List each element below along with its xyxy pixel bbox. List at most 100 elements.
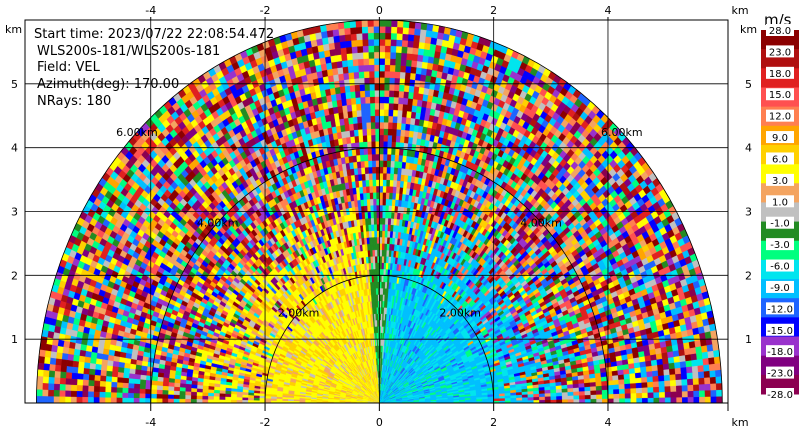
velocity-cell <box>567 398 574 403</box>
velocity-cell <box>419 28 427 37</box>
velocity-cell <box>612 384 620 390</box>
velocity-cell <box>658 374 665 382</box>
velocity-cell <box>566 383 574 389</box>
velocity-cell <box>573 394 580 400</box>
velocity-cell <box>657 369 665 376</box>
velocity-cell <box>713 356 721 364</box>
velocity-cell <box>521 394 529 398</box>
velocity-cell <box>716 396 723 403</box>
velocity-cell <box>701 351 709 359</box>
velocity-cell <box>699 396 706 403</box>
velocity-cell <box>419 74 427 82</box>
velocity-cell <box>423 42 431 51</box>
velocity-cell <box>674 367 682 375</box>
velocity-cell <box>708 356 715 365</box>
velocity-cell <box>533 396 540 401</box>
velocity-cell <box>619 397 626 403</box>
velocity-cell <box>652 375 659 382</box>
velocity-cell <box>607 393 614 399</box>
velocity-cell <box>697 371 705 379</box>
velocity-cell <box>556 399 563 403</box>
velocity-cell <box>607 389 614 395</box>
velocity-cell <box>596 398 603 403</box>
velocity-cell <box>578 386 586 392</box>
velocity-cell <box>675 379 683 386</box>
velocity-cell <box>624 392 632 399</box>
velocity-cell <box>425 29 433 38</box>
velocity-cell <box>697 364 705 373</box>
velocity-cell <box>418 35 426 43</box>
velocity-cell <box>584 386 591 392</box>
velocity-cell <box>693 390 700 398</box>
velocity-cell <box>422 55 429 63</box>
velocity-cell <box>420 67 427 76</box>
velocity-cell <box>612 379 620 385</box>
velocity-cell <box>623 378 631 385</box>
velocity-cell <box>710 383 717 391</box>
velocity-cell <box>623 368 630 375</box>
velocity-cell <box>595 389 603 395</box>
velocity-cell <box>636 397 643 403</box>
velocity-cell <box>668 362 676 370</box>
velocity-cell <box>630 392 637 399</box>
velocity-cell <box>662 357 669 365</box>
velocity-cell <box>687 384 694 392</box>
velocity-cell <box>687 396 694 403</box>
velocity-cell <box>422 48 430 57</box>
velocity-cell <box>629 372 636 379</box>
velocity-cell <box>673 355 681 363</box>
velocity-cell <box>685 359 693 368</box>
velocity-cell <box>667 356 675 364</box>
velocity-cell <box>590 385 597 391</box>
velocity-cell <box>657 363 664 371</box>
velocity-cell <box>595 376 602 383</box>
velocity-cell <box>676 396 683 403</box>
velocity-cell <box>646 376 654 383</box>
velocity-cell <box>420 22 428 31</box>
velocity-cell <box>706 343 714 352</box>
velocity-cell <box>561 399 569 403</box>
velocity-cell <box>676 390 683 398</box>
velocity-cell <box>618 378 625 385</box>
velocity-cell <box>561 391 569 397</box>
velocity-cell <box>686 372 694 380</box>
velocity-cell <box>617 374 625 380</box>
velocity-cell <box>629 377 637 384</box>
velocity-cell <box>527 396 534 401</box>
velocity-cell <box>651 364 659 372</box>
velocity-cell <box>596 394 603 400</box>
velocity-cell <box>695 345 703 354</box>
velocity-cell <box>664 391 672 398</box>
velocity-cell <box>584 390 591 396</box>
velocity-cell <box>653 397 660 403</box>
velocity-cell <box>595 381 602 387</box>
velocity-cell <box>698 377 705 385</box>
velocity-cell <box>584 394 592 400</box>
velocity-cell <box>636 392 643 399</box>
velocity-cell <box>707 350 715 359</box>
velocity-cell <box>601 398 609 403</box>
velocity-cell <box>590 390 597 396</box>
velocity-cell <box>715 376 723 384</box>
velocity-cell <box>645 365 653 372</box>
velocity-cell <box>550 388 557 394</box>
velocity-cell <box>544 392 551 397</box>
velocity-cell <box>704 396 712 403</box>
velocity-cell <box>522 396 529 401</box>
velocity-cell <box>687 390 694 398</box>
velocity-cell <box>664 385 671 393</box>
velocity-cell <box>417 47 425 56</box>
velocity-cell <box>601 393 609 399</box>
velocity-cell <box>641 397 649 403</box>
velocity-cell <box>629 382 637 389</box>
velocity-cell <box>709 376 717 384</box>
velocity-cell <box>680 372 688 380</box>
velocity-cell <box>715 382 723 391</box>
velocity-cell <box>418 86 425 95</box>
velocity-cell <box>647 392 654 399</box>
velocity-cell <box>567 395 574 400</box>
velocity-cell <box>669 379 677 387</box>
velocity-cell <box>710 396 717 403</box>
velocity-cell <box>698 383 706 391</box>
velocity-cell <box>700 344 708 353</box>
